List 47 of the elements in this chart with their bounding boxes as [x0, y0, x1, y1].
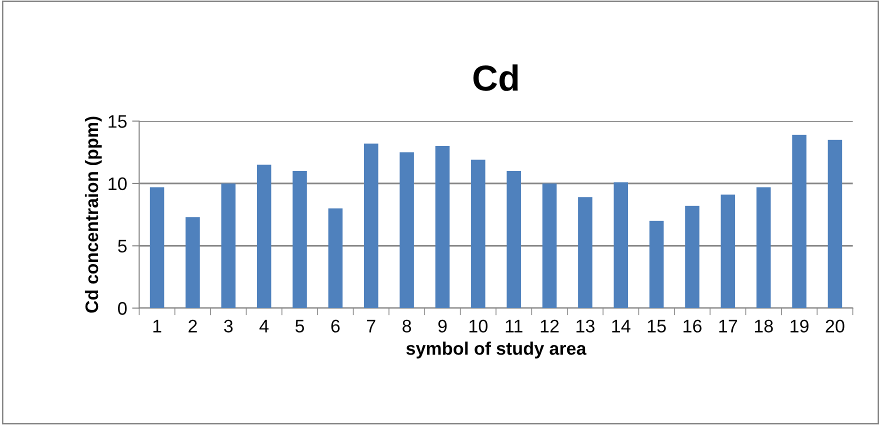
- x-tick-label: 20: [826, 320, 844, 332]
- bar: [720, 194, 736, 308]
- x-tick-label: 6: [331, 320, 340, 332]
- x-tick-label: 9: [438, 320, 447, 332]
- x-tick-label: 8: [402, 320, 412, 332]
- y-tick-label: 10: [108, 177, 127, 190]
- x-tick-label: 2: [188, 320, 197, 332]
- y-tick-label: 5: [118, 240, 127, 253]
- bar: [471, 160, 486, 308]
- bar: [328, 208, 343, 308]
- bar: [292, 170, 307, 308]
- bar: [364, 144, 378, 308]
- x-tick-label: 15: [648, 320, 666, 332]
- x-tick-label: 4: [259, 320, 269, 332]
- x-tick-label: 16: [684, 320, 702, 332]
- bar: [435, 146, 450, 308]
- bar: [578, 197, 592, 308]
- chart-title: Cd: [473, 64, 518, 91]
- x-tick-label: 3: [224, 320, 233, 332]
- y-tick-label: 15: [108, 115, 127, 128]
- bar: [150, 187, 164, 308]
- bar: [221, 183, 236, 308]
- x-axis-title: symbol of study area: [406, 342, 586, 358]
- bar: [186, 217, 200, 308]
- bar: [649, 220, 664, 308]
- bar: [256, 164, 272, 308]
- bar: [792, 134, 806, 308]
- x-tick-label: 11: [506, 320, 522, 332]
- x-tick-label: 13: [576, 320, 594, 332]
- y-axis-title: Cd concentraion (ppm): [84, 116, 102, 313]
- y-tick-label: 0: [118, 302, 127, 315]
- bar: [542, 183, 557, 308]
- bar: [506, 170, 521, 308]
- bar: [828, 140, 842, 308]
- x-tick-label: 10: [470, 320, 488, 332]
- bar: [614, 182, 628, 308]
- x-tick-label: 19: [790, 320, 808, 332]
- bar: [756, 187, 771, 308]
- x-tick-label: 1: [153, 320, 162, 332]
- x-tick-label: 12: [540, 320, 559, 332]
- x-tick-label: 7: [367, 320, 376, 332]
- x-tick-label: 17: [719, 320, 738, 332]
- x-tick-label: 14: [612, 320, 630, 332]
- x-tick-label: 5: [295, 320, 304, 332]
- x-tick-label: 18: [754, 320, 773, 332]
- bar: [685, 206, 700, 308]
- bar: [400, 152, 414, 308]
